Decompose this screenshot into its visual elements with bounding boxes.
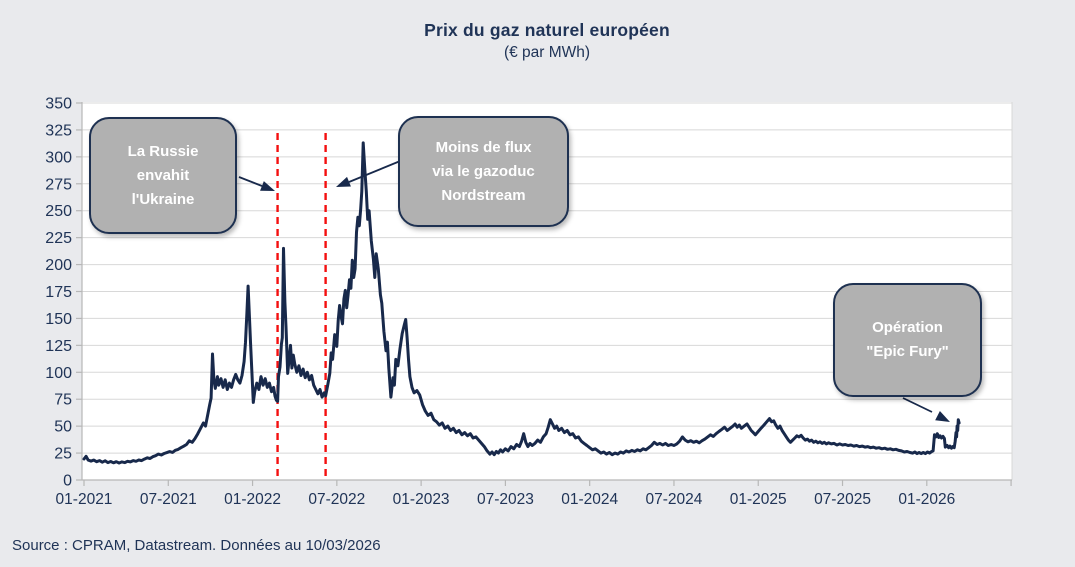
y-tick-label: 275 (45, 176, 72, 193)
callout-russia-invasion: La Russie envahit l'Ukraine (89, 117, 237, 234)
x-tick-label: 07-2023 (477, 491, 534, 508)
y-tick-label: 0 (63, 473, 72, 490)
callout-epic-fury: Opération "Epic Fury" (833, 283, 982, 397)
y-tick-label: 300 (45, 149, 72, 166)
arrow-nordstream-head (336, 176, 351, 187)
y-tick-label: 50 (54, 419, 72, 436)
y-tick-label: 150 (45, 311, 72, 328)
arrow-epic-fury-head (935, 411, 950, 422)
callout-line: Opération (872, 319, 943, 336)
callout-line: Moins de flux (435, 138, 532, 156)
callout-line: Nordstream (441, 186, 526, 204)
y-tick-label: 325 (45, 122, 72, 139)
callout-line: l'Ukraine (131, 190, 195, 208)
x-tick-label: 01-2024 (561, 491, 618, 508)
price-line (82, 141, 961, 465)
y-tick-label: 100 (45, 365, 72, 382)
y-tick-label: 200 (45, 257, 72, 274)
x-tick-label: 07-2022 (308, 491, 365, 508)
x-tick-label: 07-2021 (140, 491, 197, 508)
x-tick-label: 01-2022 (224, 491, 281, 508)
chart-title: Prix du gaz naturel européen (424, 20, 670, 40)
x-tick-label: 01-2025 (730, 491, 787, 508)
arrow-epic-fury (902, 397, 933, 413)
y-tick-label: 175 (45, 284, 72, 301)
x-tick-label: 01-2026 (898, 491, 955, 508)
chart-subtitle: (€ par MWh) (503, 44, 591, 61)
callout-line: via le gazoduc (432, 162, 535, 180)
y-tick-label: 250 (45, 203, 72, 220)
arrow-russia (238, 176, 263, 187)
y-tick-label: 25 (54, 446, 72, 463)
y-tick-label: 225 (45, 230, 72, 247)
x-tick-label: 01-2023 (393, 491, 450, 508)
y-tick-label: 75 (54, 392, 72, 409)
y-tick-label: 125 (45, 338, 72, 355)
arrow-russia-head (260, 181, 275, 191)
x-tick-label: 07-2025 (814, 491, 871, 508)
x-tick-label: 01-2021 (56, 491, 113, 508)
source-caption: Source : CPRAM, Datastream. Données au 1… (12, 537, 381, 554)
callout-nordstream-flows: Moins de flux via le gazoduc Nordstream (398, 116, 569, 227)
callout-line: La Russie (127, 142, 199, 160)
y-tick-label: 350 (45, 96, 72, 113)
x-tick-label: 07-2024 (646, 491, 703, 508)
callout-line: envahit (136, 166, 190, 184)
callout-line: "Epic Fury" (866, 343, 949, 360)
